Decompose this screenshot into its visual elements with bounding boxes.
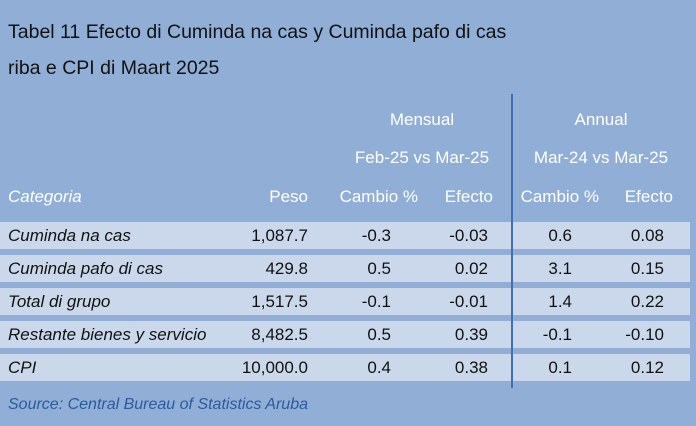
row-monthly-effect: 0.38: [454, 358, 488, 377]
row-annual-effect: 0.12: [630, 358, 664, 377]
row-monthly-change: 0.4: [367, 358, 391, 377]
title-line-2: riba e CPI di Maart 2025: [8, 57, 220, 79]
row-category: Restante bienes y servicio: [8, 325, 207, 344]
row-annual-effect: 0.22: [630, 292, 664, 311]
monthly-annual-divider: [511, 94, 513, 388]
row-weight: 1,517.5: [251, 292, 308, 311]
row-category: Total di grupo: [8, 292, 111, 311]
row-weight: 1,087.7: [251, 226, 308, 245]
table-title: Tabel 11 Efecto di Cuminda na cas y Cumi…: [8, 14, 506, 86]
row-monthly-change: -0.3: [361, 226, 391, 245]
row-category: CPI: [8, 358, 37, 377]
row-category: Cuminda na cas: [8, 226, 131, 245]
row-annual-change: -0.1: [542, 325, 572, 344]
title-line-1: Tabel 11 Efecto di Cuminda na cas y Cumi…: [8, 21, 507, 43]
row-weight: 429.8: [265, 259, 308, 278]
row-annual-change: 3.1: [548, 259, 572, 278]
row-annual-effect: 0.15: [630, 259, 664, 278]
row-monthly-change: 0.5: [367, 325, 391, 344]
column-header-annual-change: Cambio %: [520, 187, 599, 206]
table-row: Cuminda pafo di cas 429.8 0.5 0.02 3.1 0…: [0, 255, 690, 282]
row-annual-effect: 0.08: [630, 226, 664, 245]
column-header-monthly-change: Cambio %: [339, 187, 418, 206]
row-weight: 10,000.0: [241, 358, 308, 377]
row-category: Cuminda pafo di cas: [8, 259, 163, 278]
row-monthly-effect: 0.39: [454, 325, 488, 344]
table-row: Cuminda na cas 1,087.7 -0.3 -0.03 0.6 0.…: [0, 222, 690, 249]
group-period-monthly: Feb-25 vs Mar-25: [354, 148, 490, 167]
row-monthly-effect: -0.01: [449, 292, 488, 311]
group-header-monthly: Mensual: [389, 110, 455, 129]
row-monthly-change: -0.1: [361, 292, 391, 311]
source-note: Source: Central Bureau of Statistics Aru…: [8, 396, 308, 413]
row-monthly-effect: 0.02: [454, 259, 488, 278]
row-annual-change: 0.6: [548, 226, 572, 245]
row-monthly-change: 0.5: [367, 259, 391, 278]
table-row: CPI 10,000.0 0.4 0.38 0.1 0.12: [0, 354, 690, 381]
row-annual-change: 1.4: [548, 292, 572, 311]
table-row: Total di grupo 1,517.5 -0.1 -0.01 1.4 0.…: [0, 288, 690, 315]
row-monthly-effect: -0.03: [449, 226, 488, 245]
column-header-categoria: Categoria: [8, 187, 82, 206]
group-header-annual: Annual: [574, 110, 628, 129]
group-period-annual: Mar-24 vs Mar-25: [533, 148, 669, 167]
row-annual-change: 0.1: [548, 358, 572, 377]
table-row: Restante bienes y servicio 8,482.5 0.5 0…: [0, 321, 690, 348]
column-header-peso: Peso: [269, 187, 308, 206]
column-header-annual-effect: Efecto: [624, 187, 673, 206]
column-header-monthly-effect: Efecto: [444, 187, 493, 206]
row-annual-effect: -0.10: [625, 325, 664, 344]
row-weight: 8,482.5: [251, 325, 308, 344]
